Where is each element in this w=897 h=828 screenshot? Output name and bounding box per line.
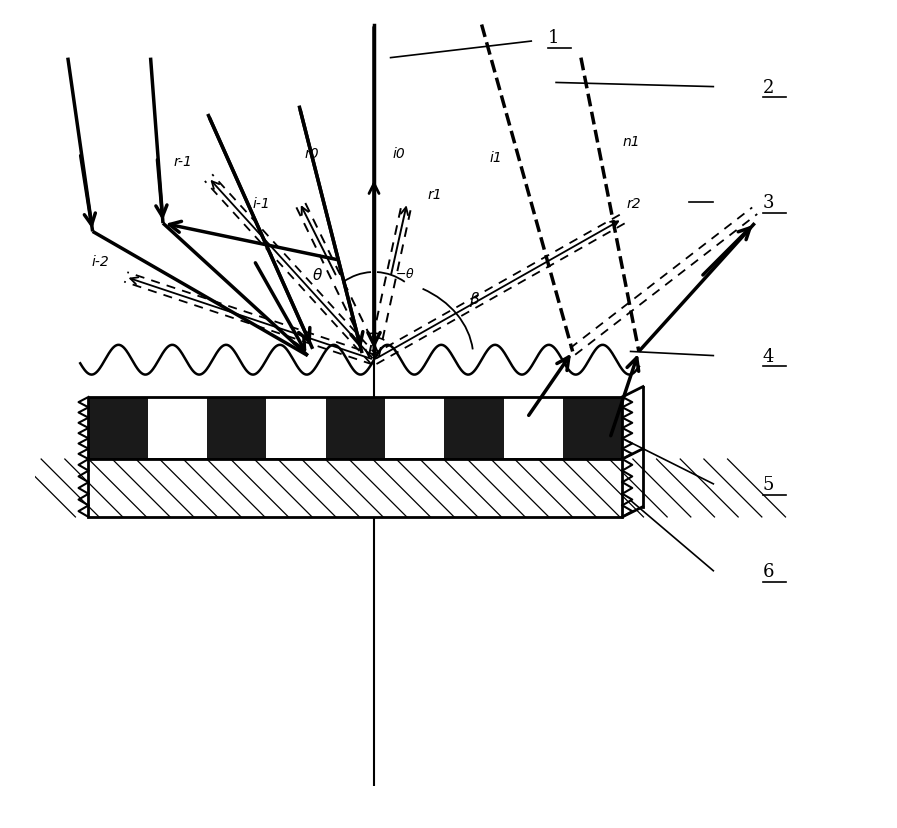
- Text: n1: n1: [623, 134, 640, 148]
- Bar: [89, 397, 148, 460]
- Text: r1: r1: [428, 188, 442, 202]
- Text: i1: i1: [490, 151, 502, 165]
- Bar: [207, 397, 266, 460]
- Bar: [89, 460, 623, 518]
- Text: i0: i0: [393, 147, 405, 161]
- Bar: [326, 397, 385, 460]
- Bar: [89, 460, 623, 518]
- Bar: [444, 397, 504, 460]
- Text: 3: 3: [763, 195, 774, 212]
- Bar: [504, 397, 563, 460]
- Text: $\theta$: $\theta$: [312, 267, 323, 282]
- Bar: [563, 397, 623, 460]
- Text: 1: 1: [548, 29, 560, 47]
- Text: 5: 5: [763, 475, 774, 493]
- Text: 6: 6: [763, 562, 774, 580]
- Text: r-1: r-1: [173, 155, 192, 169]
- Text: $\beta$: $\beta$: [469, 290, 481, 309]
- Bar: [385, 397, 444, 460]
- Text: r0: r0: [305, 147, 319, 161]
- Text: 2: 2: [763, 79, 774, 97]
- Text: 4: 4: [763, 347, 774, 365]
- Bar: [266, 397, 326, 460]
- Bar: [148, 397, 207, 460]
- Text: i-2: i-2: [91, 254, 109, 268]
- Text: i-1: i-1: [253, 196, 271, 210]
- Text: $-\theta$: $-\theta$: [395, 267, 414, 281]
- Text: r2: r2: [626, 196, 641, 210]
